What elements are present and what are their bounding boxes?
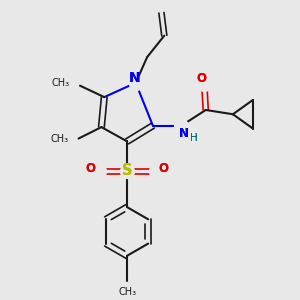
Text: O: O: [159, 162, 169, 175]
Text: CH₃: CH₃: [50, 134, 68, 143]
Text: CH₃: CH₃: [118, 287, 136, 297]
Text: H: H: [190, 133, 198, 143]
Text: O: O: [85, 162, 95, 175]
Text: O: O: [196, 72, 206, 85]
Text: CH₃: CH₃: [52, 78, 70, 88]
Text: H: H: [190, 133, 198, 143]
Text: N: N: [179, 127, 189, 140]
Text: S: S: [122, 163, 132, 178]
Text: O: O: [85, 162, 95, 175]
Text: O: O: [196, 72, 206, 85]
Text: N: N: [128, 71, 140, 85]
Text: O: O: [159, 162, 169, 175]
Text: S: S: [122, 163, 132, 178]
Text: N: N: [128, 71, 140, 85]
Text: N: N: [179, 127, 189, 140]
